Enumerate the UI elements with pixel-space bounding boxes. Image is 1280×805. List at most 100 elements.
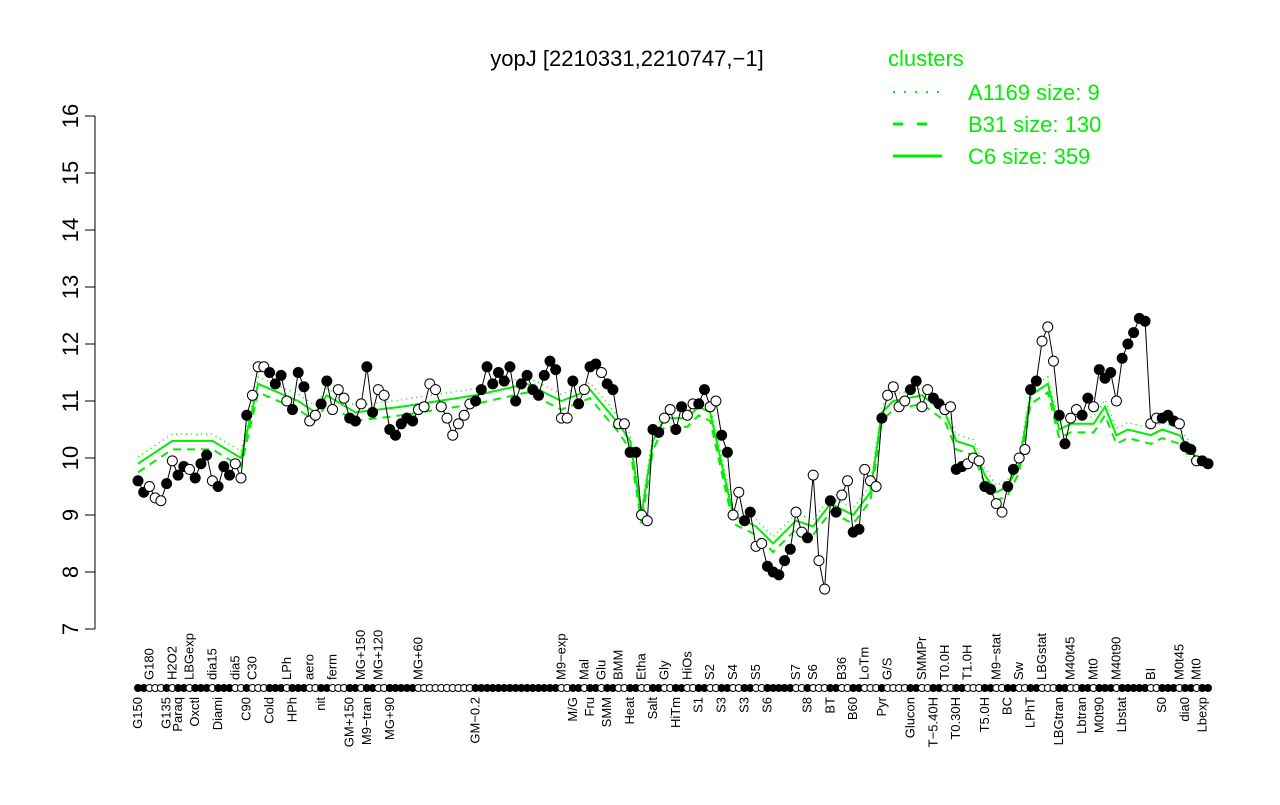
y-tick-label: 9 <box>58 509 83 521</box>
data-point <box>441 412 453 424</box>
data-point <box>1105 367 1117 378</box>
x-tick-label: C90 <box>239 697 254 721</box>
data-point <box>824 495 836 507</box>
x-tick-label: T5.0H <box>977 697 992 732</box>
data-point <box>1019 443 1031 455</box>
x-tick-label: S3 <box>737 697 752 713</box>
data-point <box>475 384 487 396</box>
x-tick-label: SMM <box>599 697 614 727</box>
data-point <box>355 398 367 410</box>
x-axis-labels: G150 G180 G135 H2O2 Paraq LBGexp Oxctl dia15 Dia… <box>130 630 1212 747</box>
data-point <box>899 395 911 407</box>
data-point <box>779 555 791 567</box>
data-point <box>1065 412 1077 424</box>
x-tick-label: Sw <box>1011 661 1026 680</box>
x-tick-label: Lbexp <box>1194 697 1209 732</box>
x-tick-label: M40t45 <box>1063 637 1078 680</box>
data-point <box>916 401 928 413</box>
x-tick-label: BT <box>822 697 837 714</box>
y-tick-label: 16 <box>58 104 83 128</box>
data-point <box>327 404 339 416</box>
data-point <box>1139 315 1151 327</box>
data-point <box>195 458 207 470</box>
x-tick-label: M0t90 <box>1091 697 1106 733</box>
data-point <box>1025 384 1037 396</box>
data-point <box>458 409 470 421</box>
data-point <box>521 369 533 381</box>
cluster-line-b31 <box>137 390 1198 554</box>
legend-title: clusters <box>888 46 964 71</box>
data-point <box>332 384 344 396</box>
data-point <box>315 398 327 410</box>
data-point <box>658 412 670 424</box>
x-tick-label: B60 <box>845 697 860 720</box>
data-point <box>641 515 653 527</box>
y-tick-label: 7 <box>58 623 83 635</box>
x-tick-label: LoTm <box>857 647 872 680</box>
x-tick-label: T−5.40H <box>925 697 940 747</box>
x-tick-label: Etha <box>634 652 649 680</box>
x-tick-label: G/S <box>880 657 895 680</box>
y-tick-label: 14 <box>58 218 83 242</box>
data-point <box>744 506 756 518</box>
data-point <box>681 409 693 421</box>
y-tick-label: 15 <box>58 161 83 185</box>
x-tick-label: M40t90 <box>1108 637 1123 680</box>
x-tick-label: aero <box>302 654 317 680</box>
data-point <box>784 543 796 555</box>
data-point <box>143 481 155 492</box>
data-point <box>1202 458 1214 470</box>
x-tick-label: Fru <box>582 697 597 717</box>
data-point <box>183 463 195 475</box>
data-point <box>269 378 281 390</box>
x-tick-label: Gly <box>656 660 671 680</box>
x-tick-label: Salt <box>645 697 660 720</box>
x-tick-label: dia0 <box>1177 697 1192 722</box>
data-point <box>132 475 144 487</box>
x-tick-label: LBGtran <box>1051 697 1066 745</box>
data-point <box>721 446 733 458</box>
x-tick-label: ferm <box>325 654 340 680</box>
x-tick-label: LPh <box>279 657 294 680</box>
x-tick-label: M/G <box>565 697 580 722</box>
data-point <box>578 384 590 396</box>
data-point <box>813 555 825 567</box>
x-tick-label: S3 <box>714 697 729 713</box>
data-point <box>407 415 419 427</box>
x-tick-label: S0 <box>1154 697 1169 713</box>
data-point <box>1036 335 1048 347</box>
legend-entry: A1169 size: 9 <box>968 80 1100 105</box>
data-point <box>773 569 785 581</box>
x-tick-label: BI <box>1143 668 1158 680</box>
data-point <box>882 389 894 401</box>
data-point <box>1173 418 1185 430</box>
chart-title: yopJ [2210331,2210747,−1] <box>490 46 763 71</box>
x-tick-label: SMMPr <box>914 636 929 680</box>
data-point <box>595 367 607 378</box>
data-point <box>515 378 527 390</box>
data-point <box>538 369 550 381</box>
x-tick-label: S5 <box>748 664 763 680</box>
y-tick-label: 13 <box>58 275 83 299</box>
x-tick-label: S6 <box>805 664 820 680</box>
data-point <box>830 506 842 518</box>
x-tick-label: H2O2 <box>164 646 179 680</box>
data-point <box>756 538 768 549</box>
data-point <box>807 469 819 481</box>
x-tick-label: Glucon <box>902 697 917 738</box>
legend: clusters A1169 size: 9 B31 size: 130 C6 … <box>888 46 1101 169</box>
x-tick-label: T1.0H <box>960 645 975 680</box>
x-tick-marker <box>1204 684 1212 692</box>
data-point <box>716 429 728 441</box>
data-point <box>229 458 241 470</box>
x-tick-label: LBGstat <box>1034 633 1049 680</box>
data-point <box>189 472 201 484</box>
data-point <box>739 515 751 527</box>
data-point <box>378 389 390 401</box>
data-point <box>281 395 293 407</box>
data-point <box>1128 327 1140 339</box>
data-point <box>698 384 710 396</box>
data-point <box>904 384 916 396</box>
x-tick-label: S2 <box>702 664 717 680</box>
data-point <box>590 358 602 370</box>
